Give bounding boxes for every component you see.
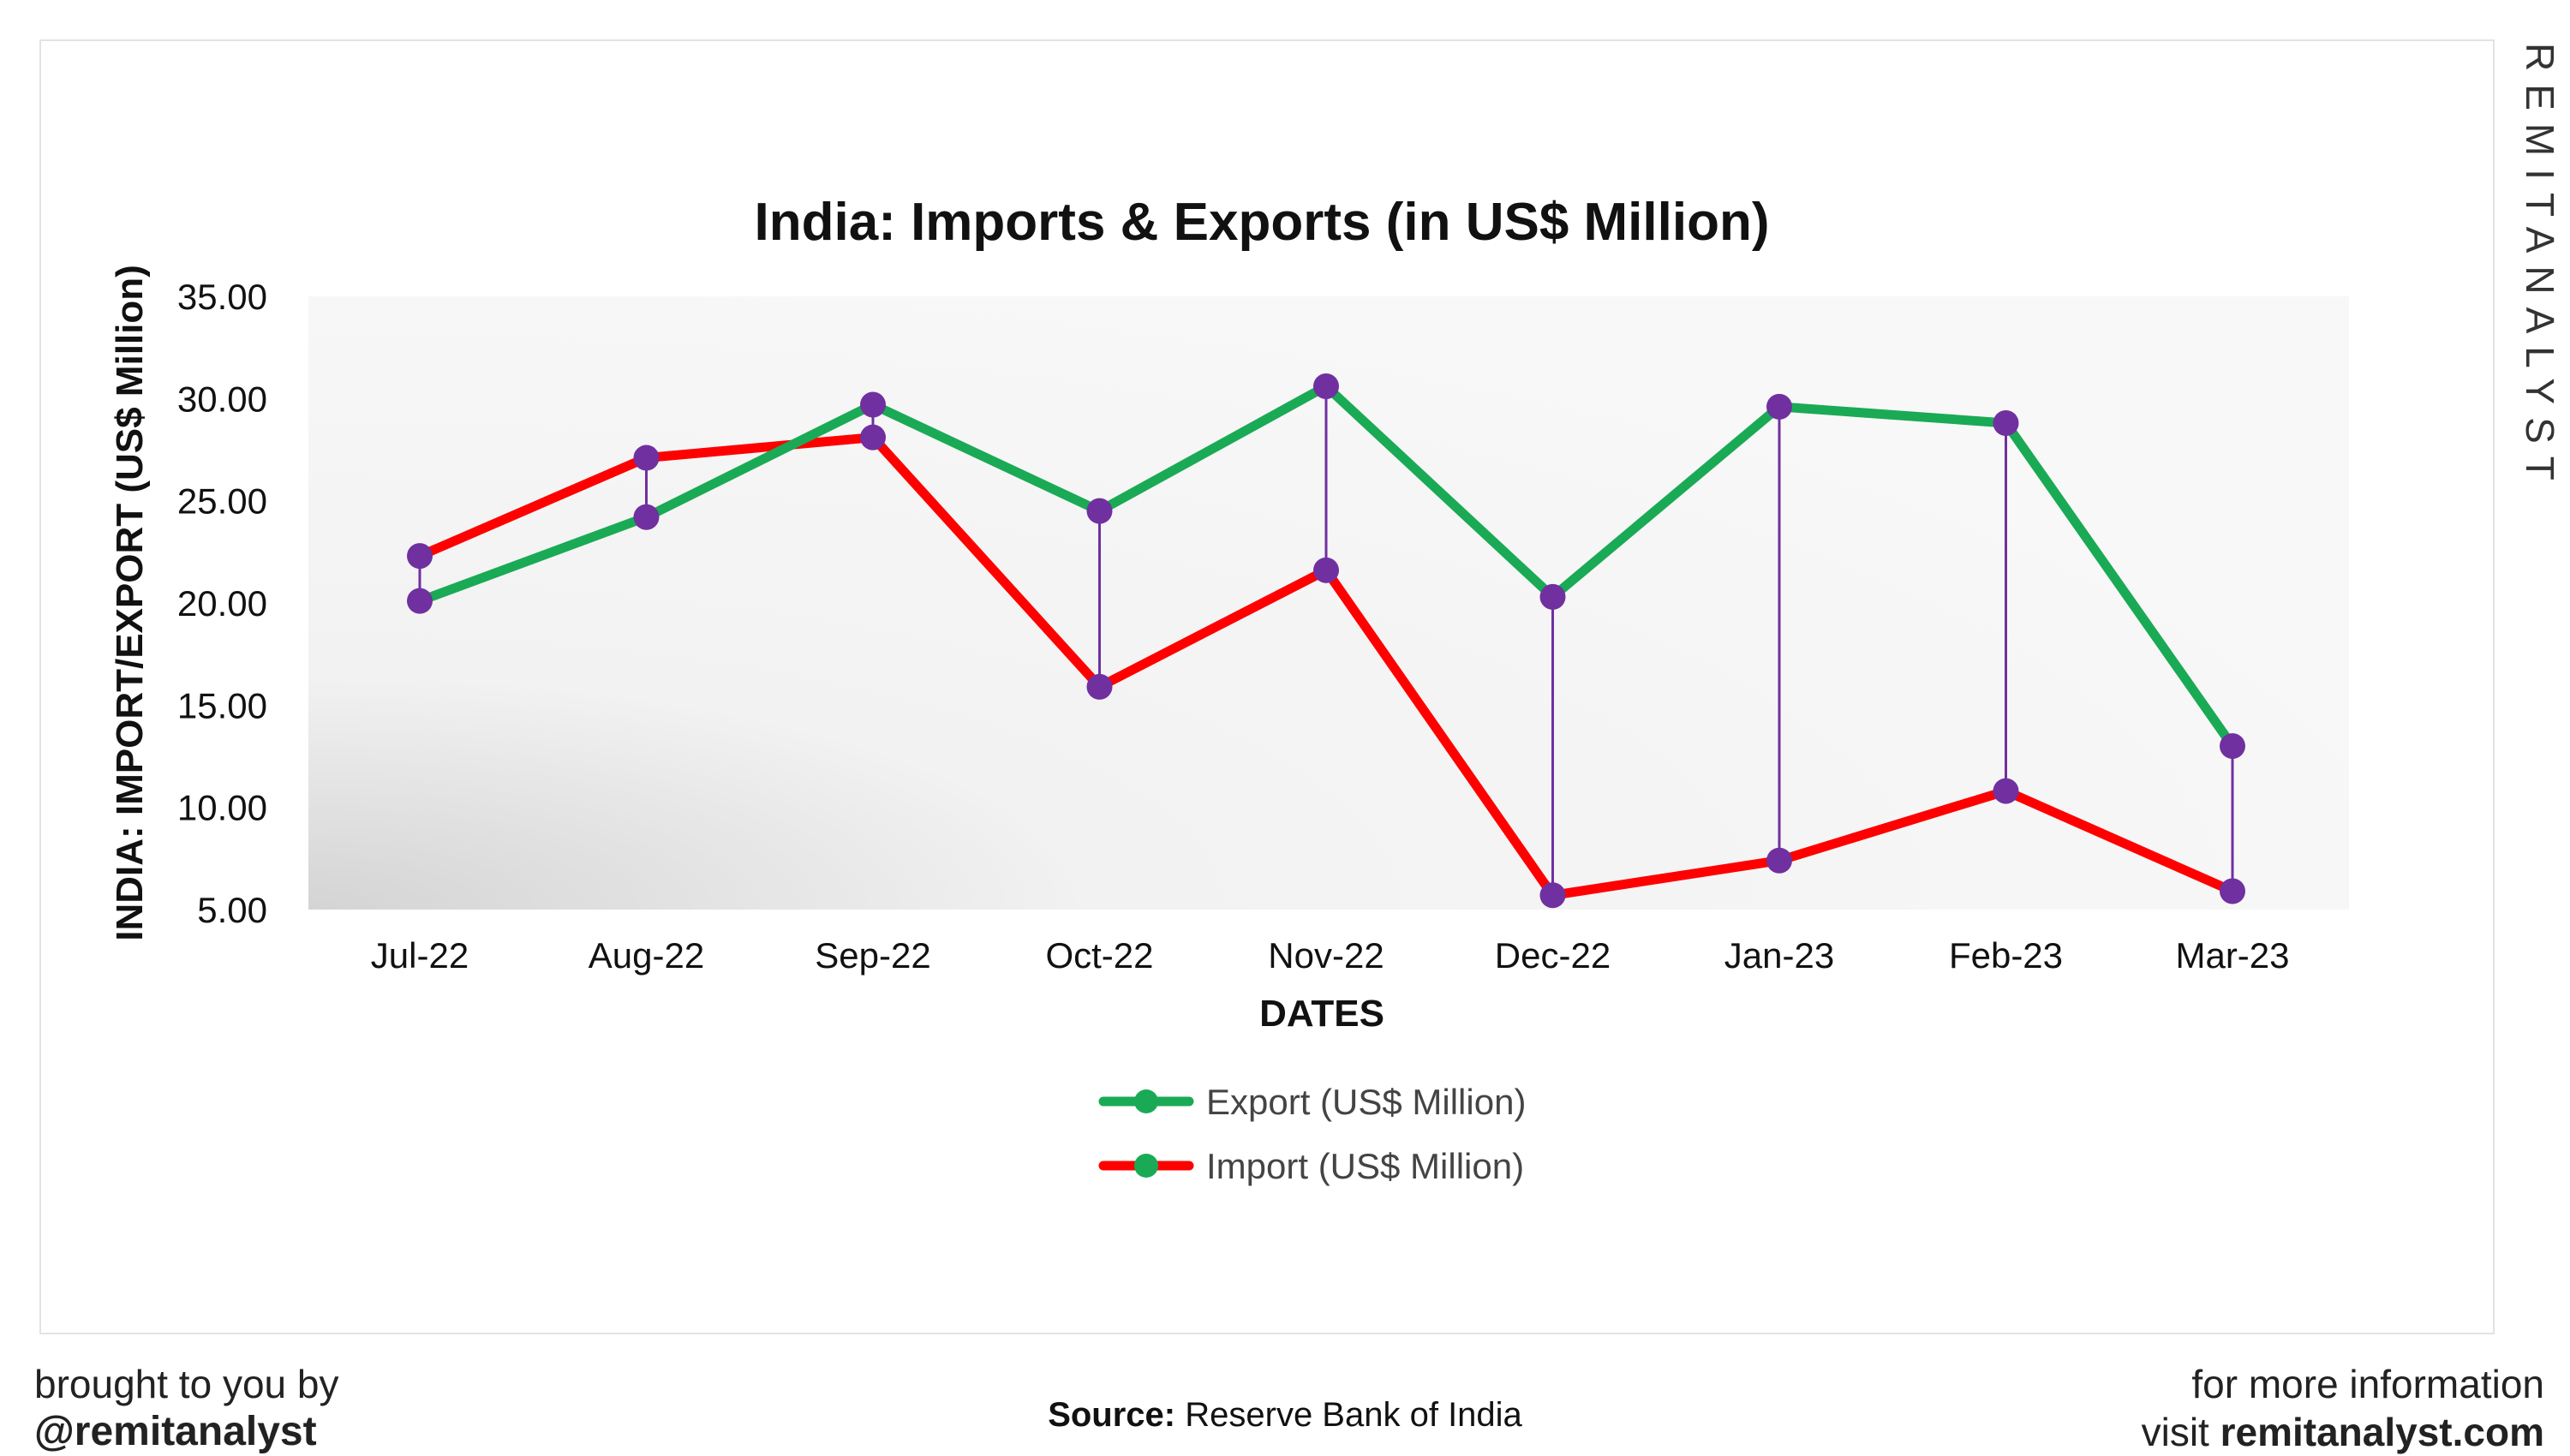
footer-info: for more information visit remitanalyst.…	[2142, 1360, 2544, 1456]
y-tick-label: 10.00	[177, 788, 267, 828]
x-tick-label: Jul-22	[371, 935, 469, 976]
footer-visit-label: visit	[2141, 1410, 2209, 1454]
x-tick-label: Sep-22	[815, 935, 930, 976]
chart-title: India: Imports & Exports (in US$ Million…	[755, 193, 1770, 252]
export-point	[2220, 733, 2245, 760]
x-axis-title: DATES	[1259, 993, 1384, 1035]
legend-label: Export (US$ Million)	[1206, 1082, 1526, 1122]
y-tick-label: 25.00	[177, 481, 267, 522]
y-tick-label: 15.00	[177, 685, 267, 725]
export-point	[1993, 409, 2019, 436]
export-point	[633, 504, 660, 530]
x-tick-labels: Jul-22 Aug-22 Sep-22 Oct-22 Nov-22 Dec-22 Jan-…	[371, 935, 2290, 976]
import-point	[1766, 847, 1792, 874]
y-tick-labels: 5.00 10.00 15.00 20.00 25.00 30.00 35.00	[177, 277, 267, 930]
y-axis-title: INDIA: IMPORT/EXPORT (US$ Million)	[109, 265, 151, 941]
brand-vertical-text: REMITANALYST	[2518, 43, 2562, 493]
y-tick-label: 5.00	[197, 890, 267, 930]
legend-swatch-marker	[1134, 1089, 1158, 1113]
import-point	[1539, 882, 1566, 909]
x-tick-label: Aug-22	[589, 935, 704, 976]
import-point	[860, 424, 886, 451]
import-point	[1993, 778, 2019, 804]
x-tick-label: Nov-22	[1268, 935, 1384, 976]
data-markers	[407, 373, 2245, 909]
export-point	[860, 391, 886, 418]
export-point	[407, 588, 433, 614]
footer-site-link[interactable]: remitanalyst.com	[2220, 1410, 2544, 1454]
footer-more-info: for more information	[2191, 1362, 2544, 1406]
import-point	[1313, 557, 1339, 583]
x-tick-label: Oct-22	[1045, 935, 1153, 976]
x-tick-label: Feb-23	[1949, 935, 2063, 976]
y-tick-label: 20.00	[177, 583, 267, 624]
chart-frame: India: Imports & Exports (in US$ Million…	[39, 39, 2495, 1334]
legend: Export (US$ Million) Import (US$ Million)	[1098, 1082, 1526, 1186]
footer-visit: visit remitanalyst.com	[2142, 1408, 2544, 1456]
y-tick-label: 35.00	[177, 277, 267, 317]
export-point	[1313, 373, 1339, 400]
legend-swatch-marker	[1134, 1154, 1158, 1178]
x-tick-label: Jan-23	[1724, 935, 1834, 976]
y-tick-label: 30.00	[177, 379, 267, 419]
import-point	[1086, 673, 1113, 700]
source-value: Reserve Bank of India	[1185, 1396, 1522, 1434]
import-point	[407, 543, 433, 570]
import-point	[2220, 878, 2245, 904]
footer-source: Source: Reserve Bank of India	[0, 1396, 2570, 1435]
footer-brought-by: brought to you by	[34, 1362, 339, 1406]
chart: India: Imports & Exports (in US$ Million…	[109, 193, 2349, 1186]
import-point	[633, 445, 660, 471]
x-tick-label: Dec-22	[1495, 935, 1611, 976]
x-tick-label: Mar-23	[2175, 935, 2289, 976]
export-point	[1766, 393, 1792, 420]
export-point	[1086, 498, 1113, 524]
source-label: Source:	[1048, 1396, 1176, 1434]
legend-label: Import (US$ Million)	[1206, 1146, 1524, 1186]
export-point	[1539, 583, 1566, 610]
